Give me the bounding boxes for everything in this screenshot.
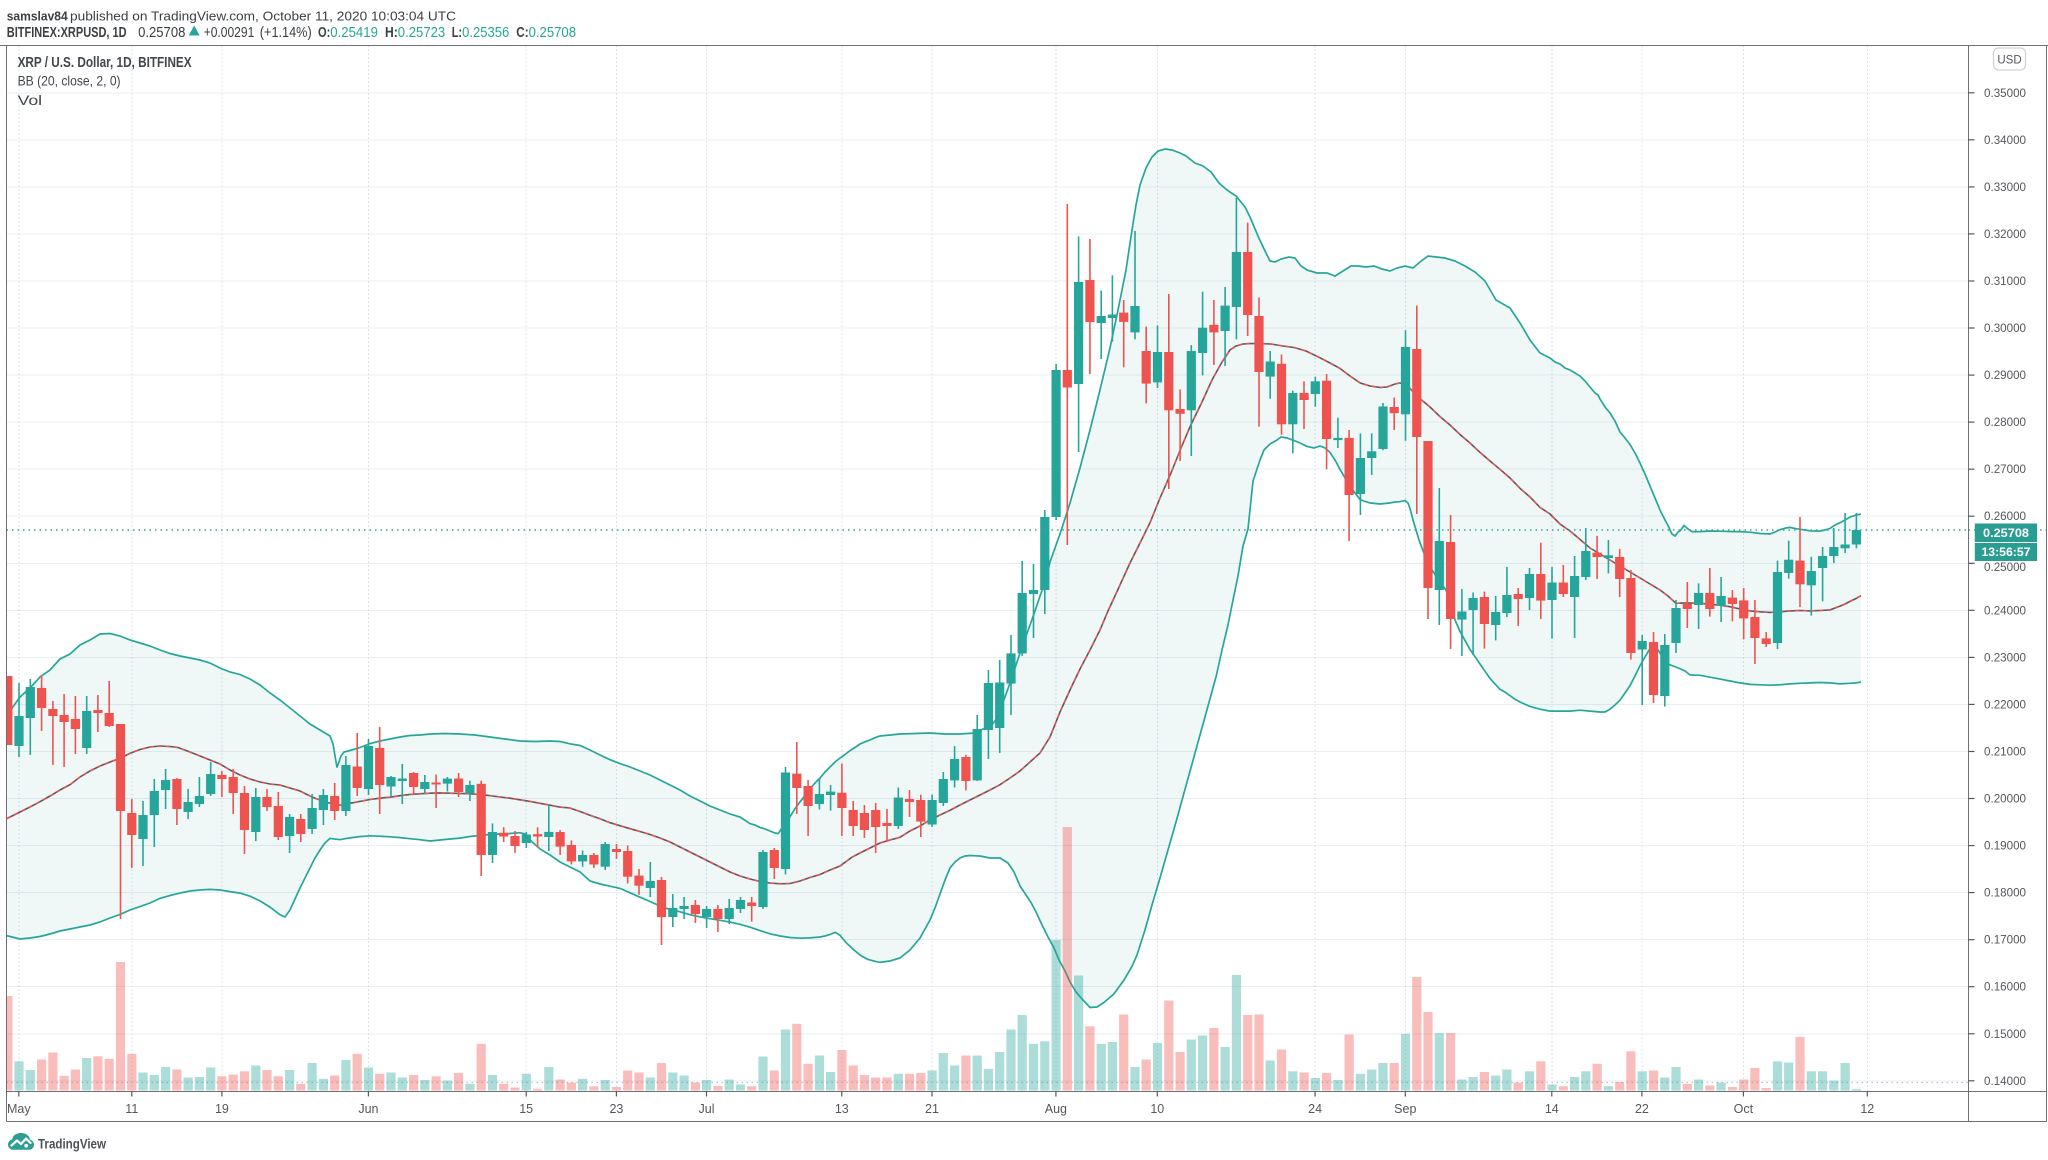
- svg-text:Jun: Jun: [358, 1102, 378, 1116]
- svg-text:21: 21: [925, 1102, 939, 1116]
- svg-text:Aug: Aug: [1045, 1102, 1067, 1116]
- svg-text:BB (20, close, 2, 0): BB (20, close, 2, 0): [18, 73, 121, 89]
- svg-text:0.22000: 0.22000: [1984, 699, 2026, 711]
- svg-text:0.28000: 0.28000: [1984, 417, 2026, 429]
- svg-text:0.26000: 0.26000: [1984, 511, 2026, 523]
- svg-text:22: 22: [1635, 1102, 1649, 1116]
- svg-text:0.31000: 0.31000: [1984, 276, 2026, 288]
- svg-text:0.14000: 0.14000: [1984, 1076, 2026, 1088]
- svg-text:0.25419: 0.25419: [330, 25, 378, 41]
- svg-text:C:: C:: [516, 25, 528, 41]
- svg-text:0.25708: 0.25708: [138, 25, 185, 41]
- svg-text:14: 14: [1545, 1102, 1559, 1116]
- svg-text:H:: H:: [385, 25, 398, 41]
- svg-text:published on TradingView.com,: published on TradingView.com, October 11…: [70, 9, 456, 24]
- svg-text:0.25356: 0.25356: [462, 25, 509, 41]
- svg-text:19: 19: [215, 1102, 229, 1116]
- svg-text:0.25708: 0.25708: [529, 25, 576, 41]
- svg-text:0.16000: 0.16000: [1984, 982, 2026, 994]
- svg-text:11: 11: [125, 1102, 138, 1116]
- svg-text:0.34000: 0.34000: [1984, 135, 2026, 147]
- svg-text:12: 12: [1860, 1102, 1874, 1116]
- svg-text:0.23000: 0.23000: [1984, 652, 2026, 664]
- svg-text:Oct: Oct: [1734, 1102, 1754, 1116]
- svg-text:0.35000: 0.35000: [1984, 88, 2026, 100]
- svg-text:0.17000: 0.17000: [1984, 935, 2026, 947]
- svg-text:24: 24: [1308, 1102, 1322, 1116]
- svg-text:0.18000: 0.18000: [1984, 888, 2026, 900]
- svg-text:Jul: Jul: [699, 1102, 715, 1116]
- svg-text:0.20000: 0.20000: [1984, 794, 2026, 806]
- svg-text:(+1.14%): (+1.14%): [260, 25, 312, 41]
- svg-text:13:56:57: 13:56:57: [1982, 547, 2031, 559]
- svg-text:USD: USD: [1997, 55, 2021, 67]
- svg-text:13: 13: [835, 1102, 849, 1116]
- svg-text:0.33000: 0.33000: [1984, 182, 2026, 194]
- svg-text:0.19000: 0.19000: [1984, 841, 2026, 853]
- svg-text:+0.00291: +0.00291: [204, 25, 255, 41]
- svg-text:0.25000: 0.25000: [1984, 562, 2026, 574]
- svg-text:0.30000: 0.30000: [1984, 323, 2026, 335]
- svg-text:Vol: Vol: [18, 92, 43, 108]
- svg-text:0.27000: 0.27000: [1984, 464, 2026, 476]
- svg-text:10: 10: [1150, 1102, 1164, 1116]
- svg-text:0.25708: 0.25708: [1983, 528, 2030, 540]
- svg-text:samslav84: samslav84: [7, 9, 69, 24]
- svg-text:TradingView: TradingView: [38, 1136, 106, 1152]
- svg-text:0.32000: 0.32000: [1984, 229, 2026, 241]
- svg-text:Sep: Sep: [1394, 1102, 1416, 1116]
- svg-text:15: 15: [519, 1102, 533, 1116]
- svg-text:0.21000: 0.21000: [1984, 747, 2026, 759]
- svg-text:0.25723: 0.25723: [398, 25, 445, 41]
- svg-text:XRP / U.S. Dollar, 1D, BITFINE: XRP / U.S. Dollar, 1D, BITFINEX: [18, 55, 192, 71]
- svg-text:0.15000: 0.15000: [1984, 1029, 2026, 1041]
- svg-text:O:: O:: [318, 25, 330, 41]
- svg-text:0.29000: 0.29000: [1984, 370, 2026, 382]
- svg-text:L:: L:: [452, 25, 462, 41]
- svg-text:May: May: [7, 1102, 31, 1116]
- svg-text:BITFINEX:XRPUSD, 1D: BITFINEX:XRPUSD, 1D: [7, 25, 127, 41]
- svg-text:0.24000: 0.24000: [1984, 605, 2026, 617]
- svg-text:23: 23: [609, 1102, 623, 1116]
